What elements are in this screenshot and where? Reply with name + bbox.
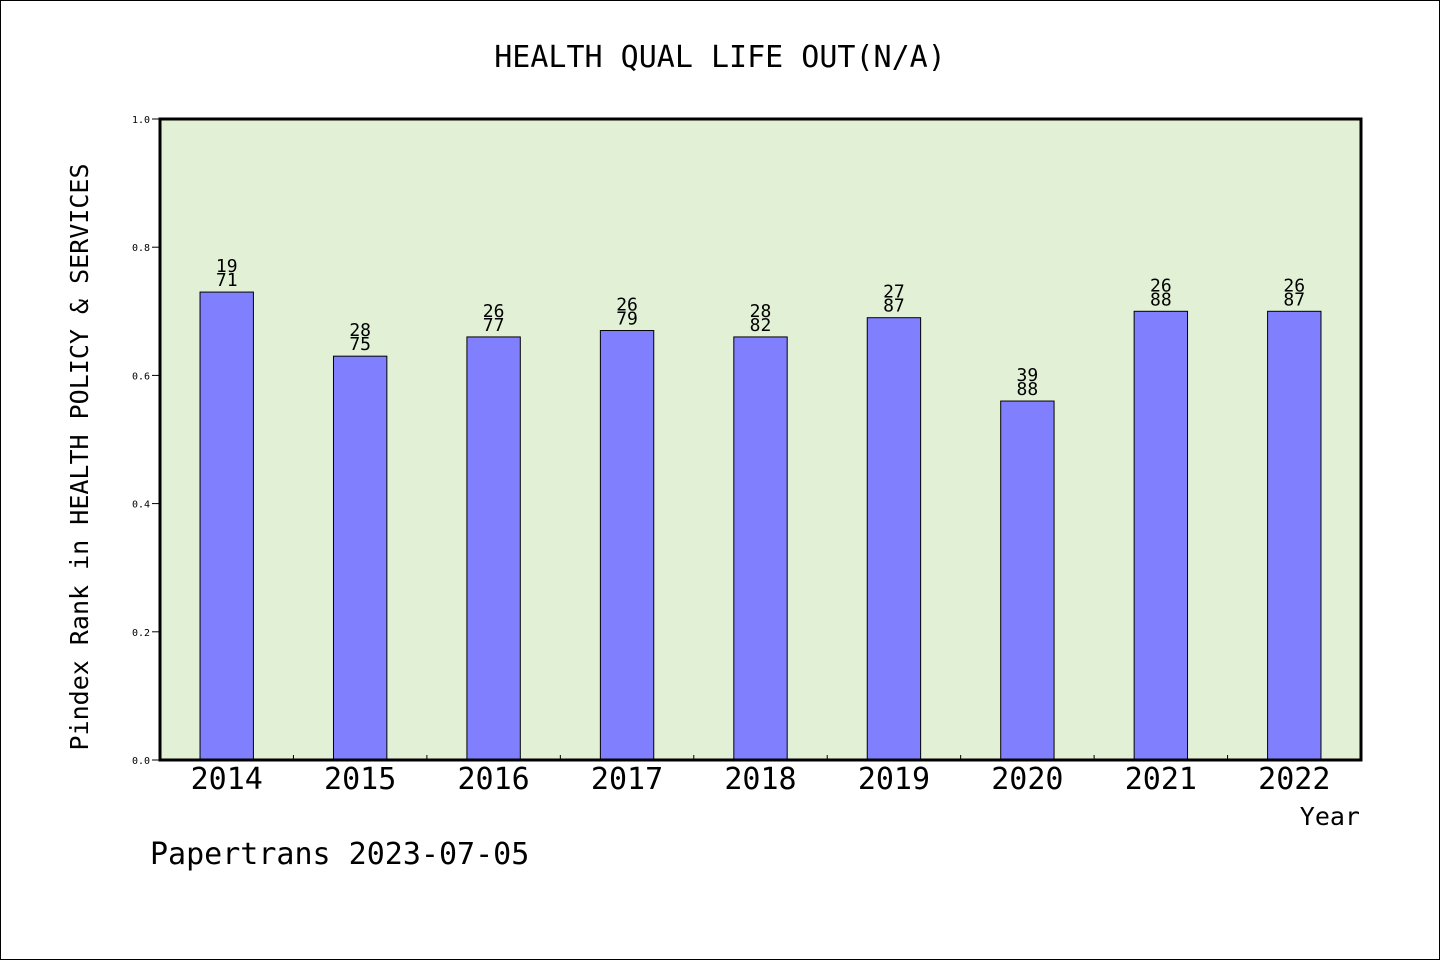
bar bbox=[866, 317, 922, 761]
bar bbox=[199, 291, 254, 761]
x-axis-label: Year bbox=[1300, 802, 1360, 831]
data-label-bottom: 88 bbox=[1017, 379, 1039, 400]
data-label-bottom: 87 bbox=[883, 296, 905, 317]
y-tick-label: 1.0 bbox=[132, 115, 150, 126]
data-label-top: 26 bbox=[1283, 275, 1305, 296]
data-label-top: 39 bbox=[1017, 365, 1039, 386]
x-tick-label: 2022 bbox=[1258, 762, 1330, 797]
x-tick-label: 2020 bbox=[991, 762, 1063, 797]
data-label-top: 27 bbox=[883, 282, 905, 303]
data-label-top: 26 bbox=[483, 301, 505, 322]
data-label-top: 26 bbox=[616, 295, 638, 316]
data-label-top: 19 bbox=[216, 256, 238, 277]
data-label-bottom: 88 bbox=[1150, 289, 1172, 310]
y-tick-label: 0.0 bbox=[132, 756, 150, 767]
bar bbox=[332, 355, 388, 761]
bar bbox=[1267, 310, 1322, 761]
y-tick-label: 0.6 bbox=[132, 371, 150, 382]
data-label-bottom: 75 bbox=[349, 334, 371, 355]
y-axis-label: Pindex Rank in HEALTH POLICY & SERVICES bbox=[65, 164, 94, 751]
bar bbox=[1133, 310, 1189, 761]
x-tick-label: 2018 bbox=[724, 762, 796, 797]
x-tick-label: 2017 bbox=[591, 762, 663, 797]
data-label-bottom: 71 bbox=[216, 270, 238, 291]
footer-text: Papertrans 2023-07-05 bbox=[150, 837, 529, 872]
data-label-bottom: 79 bbox=[616, 309, 638, 330]
bar bbox=[733, 336, 788, 761]
x-tick-label: 2015 bbox=[324, 762, 396, 797]
plot-border bbox=[158, 117, 1363, 762]
data-label-top: 28 bbox=[750, 301, 772, 322]
data-label-top: 26 bbox=[1150, 275, 1172, 296]
data-label-bottom: 87 bbox=[1283, 289, 1305, 310]
y-tick-label: 0.4 bbox=[132, 500, 150, 511]
data-label-top: 28 bbox=[349, 320, 371, 341]
chart-title: HEALTH QUAL LIFE OUT(N/A) bbox=[494, 40, 946, 75]
bar bbox=[1000, 400, 1055, 761]
bar bbox=[599, 330, 655, 761]
y-tick-label: 0.8 bbox=[132, 243, 150, 254]
x-tick-label: 2021 bbox=[1125, 762, 1197, 797]
x-tick-label: 2016 bbox=[457, 762, 529, 797]
data-label-bottom: 82 bbox=[750, 315, 772, 336]
data-label-bottom: 77 bbox=[483, 315, 505, 336]
x-tick-label: 2014 bbox=[191, 762, 263, 797]
bar bbox=[466, 336, 521, 761]
y-tick-label: 0.2 bbox=[132, 628, 150, 639]
x-tick-label: 2019 bbox=[858, 762, 930, 797]
